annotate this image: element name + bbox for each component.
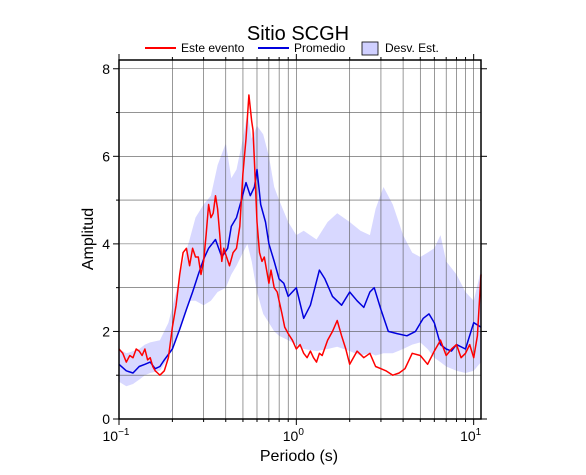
legend: Este evento Promedio Desv. Est. — [145, 41, 439, 56]
x-tick-label: 100 — [283, 427, 305, 444]
y-tick-label: 6 — [102, 148, 110, 164]
x-axis-title: Periodo (s) — [260, 448, 338, 465]
x-tick-label: 10−1 — [103, 427, 130, 444]
y-tick-label: 2 — [102, 323, 110, 339]
y-tick-label: 0 — [102, 411, 110, 427]
y-tick-label: 4 — [102, 236, 110, 252]
x-tick-label: 101 — [460, 427, 482, 444]
chart-title: Sitio SCGH — [247, 23, 349, 45]
plot-frame — [118, 59, 482, 420]
legend-label-desv-est: Desv. Est. — [385, 41, 439, 55]
legend-swatch-desv-est — [361, 41, 379, 56]
legend-label-promedio: Promedio — [294, 41, 346, 55]
y-axis-title: Amplitud — [80, 208, 97, 270]
series-line-este-evento — [118, 94, 482, 376]
y-tick-label: 8 — [102, 61, 110, 77]
legend-label-este-evento: Este evento — [181, 41, 245, 55]
std-dev-band — [119, 112, 481, 387]
series-line-promedio — [118, 168, 482, 374]
